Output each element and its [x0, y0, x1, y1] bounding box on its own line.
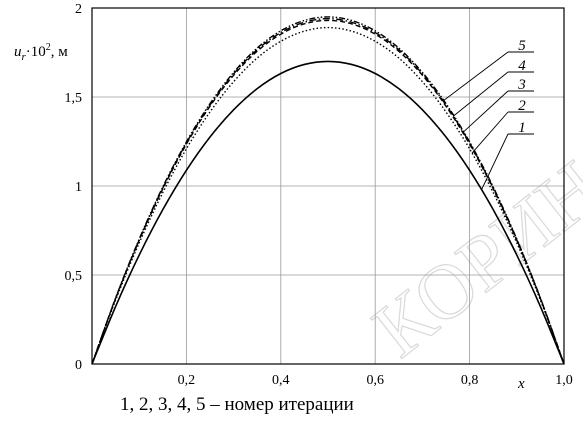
y-axis-label-var: u: [14, 44, 22, 60]
series-line-3: [91, 19, 565, 365]
series-line-1: [91, 60, 565, 365]
x-tick-label: 0,8: [461, 373, 479, 388]
annotation-leader: [462, 90, 509, 134]
series-annotations: 5 4 3 2 1: [443, 38, 534, 191]
y-tick-label: 2: [75, 2, 82, 17]
x-tick-labels: 0,2 0,4 0,6 0,8 1,0: [178, 373, 573, 388]
x-tick-label: 0,6: [366, 373, 384, 388]
y-tick-label: 1,5: [65, 91, 83, 106]
x-axis-label: x: [517, 376, 525, 392]
y-tick-label: 0,5: [65, 269, 83, 284]
y-axis-label-mid: ·10: [26, 44, 46, 60]
annotation-leader: [443, 51, 509, 101]
annotation-label: 3: [517, 77, 526, 93]
x-tick-label: 1,0: [555, 373, 573, 388]
series-curves: [91, 16, 565, 365]
y-axis-label-sup: 2: [46, 42, 51, 53]
y-axis-label-unit: , м: [51, 44, 69, 60]
annotation-label: 4: [518, 58, 526, 74]
annotation-leader: [480, 133, 509, 191]
y-tick-label: 1: [75, 180, 82, 195]
series-line-4: [91, 17, 565, 365]
x-tick-label: 0,2: [178, 373, 196, 388]
annotation-label: 1: [518, 120, 526, 136]
grid-lines: [92, 8, 564, 364]
y-tick-labels: 0 0,5 1 1,5 2: [65, 2, 83, 373]
y-axis-label-sub: r: [22, 51, 27, 63]
plot-frame: [91, 7, 565, 365]
annotation-label: 5: [518, 38, 526, 54]
annotation-leader: [471, 111, 509, 154]
annotation-label: 2: [518, 98, 526, 114]
annotation-leader: [452, 71, 509, 117]
y-tick-label: 0: [75, 358, 82, 373]
x-tick-label: 0,4: [272, 373, 290, 388]
y-axis-label: ur·102, м: [14, 42, 68, 63]
series-line-2: [91, 26, 565, 365]
caption: 1, 2, 3, 4, 5 – номер итерации: [120, 394, 354, 415]
series-line-5: [91, 16, 565, 365]
